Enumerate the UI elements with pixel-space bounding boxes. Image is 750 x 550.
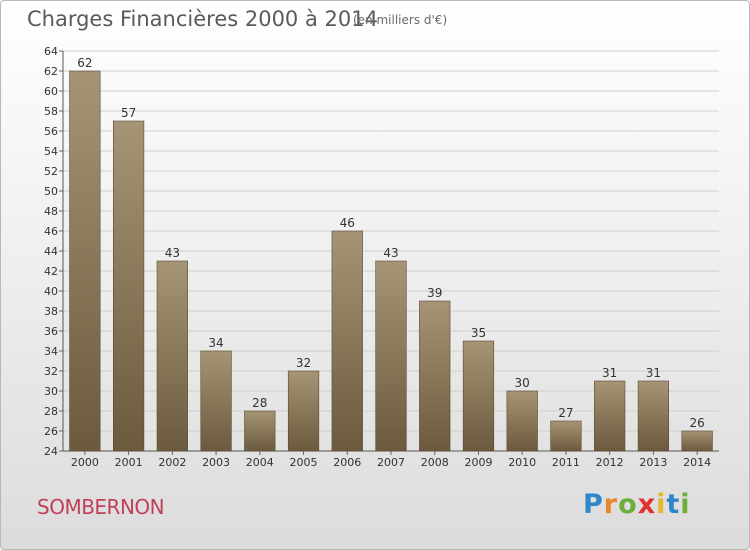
logo-letter: i [656, 489, 667, 520]
x-tick-label-2001: 2001 [115, 456, 143, 469]
x-tick-label-2014: 2014 [683, 456, 711, 469]
logo-letter: i [680, 489, 691, 520]
y-tick-label: 50 [44, 185, 58, 198]
y-tick-label: 44 [44, 245, 58, 258]
data-label-2001: 57 [121, 106, 136, 120]
chart-title: Charges Financières 2000 à 2014 [27, 7, 378, 31]
y-tick-label: 42 [44, 265, 58, 278]
x-tick-label-2004: 2004 [246, 456, 274, 469]
y-tick-label: 48 [44, 205, 58, 218]
data-label-2000: 62 [77, 56, 92, 70]
data-label-2004: 28 [252, 396, 267, 410]
bar-2007 [375, 260, 407, 452]
x-tick-label-2013: 2013 [639, 456, 667, 469]
x-tick-label-2006: 2006 [333, 456, 361, 469]
data-label-2008: 39 [427, 286, 442, 300]
data-label-2012: 31 [602, 366, 617, 380]
logo-letter: t [666, 489, 681, 520]
logo-letter: o [618, 489, 638, 520]
y-tick-label: 62 [44, 65, 58, 78]
bar-2014 [681, 430, 713, 452]
y-tick-label: 38 [44, 305, 58, 318]
y-tick-label: 26 [44, 425, 58, 438]
bar-2008 [419, 300, 451, 452]
x-tick-label-2000: 2000 [71, 456, 99, 469]
data-label-2003: 34 [208, 336, 223, 350]
bar-layer: 62 57 43 34 28 32 46 43 39 35 30 27 31 31 26 [69, 56, 713, 452]
x-tick-label-2007: 2007 [377, 456, 405, 469]
x-tick-label-2002: 2002 [158, 456, 186, 469]
logo-letter: P [583, 489, 604, 520]
y-tick-label: 46 [44, 225, 58, 238]
y-tick-label: 24 [44, 445, 58, 458]
bar-2003 [200, 350, 232, 452]
data-label-2009: 35 [471, 326, 486, 340]
data-label-2011: 27 [558, 406, 573, 420]
logo-letter: r [603, 489, 619, 520]
bar-2006 [331, 230, 363, 452]
chart-subtitle: (en milliers d'€) [353, 13, 448, 27]
proxiti-logo[interactable]: Proxiti [583, 489, 691, 520]
y-tick-label: 28 [44, 405, 58, 418]
y-tick-label: 58 [44, 105, 58, 118]
y-tick-label: 60 [44, 85, 58, 98]
y-tick-label: 56 [44, 125, 58, 138]
data-label-2002: 43 [165, 246, 180, 260]
x-tick-label-2011: 2011 [552, 456, 580, 469]
bar-2002 [156, 260, 188, 452]
x-tick-label-2003: 2003 [202, 456, 230, 469]
commune-name: SOMBERNON [37, 495, 165, 519]
data-label-2013: 31 [646, 366, 661, 380]
bar-2011 [550, 420, 582, 452]
y-tick-label: 32 [44, 365, 58, 378]
x-tick-label-2010: 2010 [508, 456, 536, 469]
bar-2004 [244, 410, 276, 452]
y-tick-label: 34 [44, 345, 58, 358]
y-tick-label: 64 [44, 45, 58, 58]
y-tick-label: 36 [44, 325, 58, 338]
y-tick-label: 40 [44, 285, 58, 298]
bar-2009 [462, 340, 495, 452]
bar-2005 [287, 370, 320, 452]
bar-2010 [506, 390, 538, 452]
data-label-2014: 26 [689, 416, 704, 430]
logo-letter: x [637, 489, 657, 520]
x-tick-label-2008: 2008 [421, 456, 449, 469]
data-label-2010: 30 [515, 376, 530, 390]
data-label-2006: 46 [340, 216, 355, 230]
x-tick-label-2009: 2009 [464, 456, 492, 469]
data-label-2007: 43 [383, 246, 398, 260]
y-tick-label: 54 [44, 145, 58, 158]
x-tick-label-2005: 2005 [290, 456, 318, 469]
y-tick-label: 52 [44, 165, 58, 178]
data-label-2005: 32 [296, 356, 311, 370]
bar-2013 [637, 380, 670, 452]
x-tick-label-2012: 2012 [596, 456, 624, 469]
bar-2000 [69, 70, 101, 452]
bar-2012 [594, 380, 626, 452]
bar-2001 [112, 120, 145, 452]
y-tick-label: 30 [44, 385, 58, 398]
